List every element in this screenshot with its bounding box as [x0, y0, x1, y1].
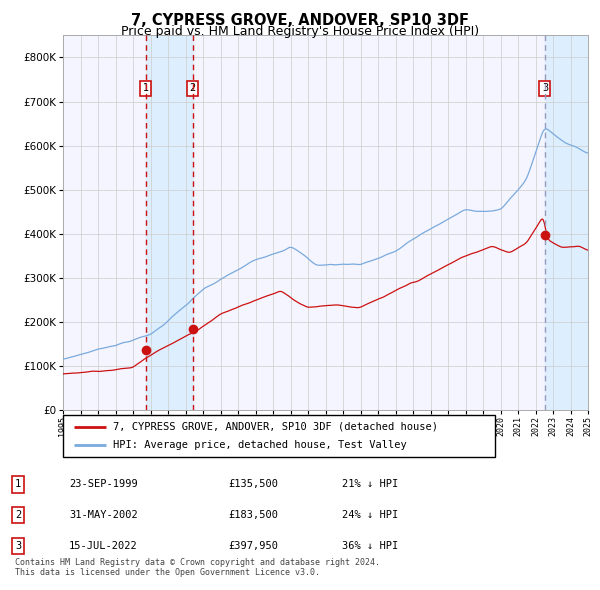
Text: £135,500: £135,500: [228, 480, 278, 489]
Text: 3: 3: [542, 83, 548, 93]
Text: 36% ↓ HPI: 36% ↓ HPI: [342, 541, 398, 550]
Text: 24% ↓ HPI: 24% ↓ HPI: [342, 510, 398, 520]
Bar: [545, 35, 588, 410]
Text: 21% ↓ HPI: 21% ↓ HPI: [342, 480, 398, 489]
Text: 2: 2: [15, 510, 21, 520]
Text: £397,950: £397,950: [228, 541, 278, 550]
FancyBboxPatch shape: [63, 415, 495, 457]
Text: HPI: Average price, detached house, Test Valley: HPI: Average price, detached house, Test…: [113, 440, 406, 450]
Text: Contains HM Land Registry data © Crown copyright and database right 2024.
This d: Contains HM Land Registry data © Crown c…: [15, 558, 380, 577]
Text: £183,500: £183,500: [228, 510, 278, 520]
Text: 15-JUL-2022: 15-JUL-2022: [69, 541, 138, 550]
Text: 1: 1: [15, 480, 21, 489]
Text: 7, CYPRESS GROVE, ANDOVER, SP10 3DF: 7, CYPRESS GROVE, ANDOVER, SP10 3DF: [131, 13, 469, 28]
Text: 23-SEP-1999: 23-SEP-1999: [69, 480, 138, 489]
Bar: [146, 35, 193, 410]
Text: 2: 2: [190, 83, 196, 93]
Text: 7, CYPRESS GROVE, ANDOVER, SP10 3DF (detached house): 7, CYPRESS GROVE, ANDOVER, SP10 3DF (det…: [113, 422, 437, 432]
Text: 31-MAY-2002: 31-MAY-2002: [69, 510, 138, 520]
Text: 3: 3: [15, 541, 21, 550]
Text: Price paid vs. HM Land Registry's House Price Index (HPI): Price paid vs. HM Land Registry's House …: [121, 25, 479, 38]
Text: 1: 1: [143, 83, 149, 93]
